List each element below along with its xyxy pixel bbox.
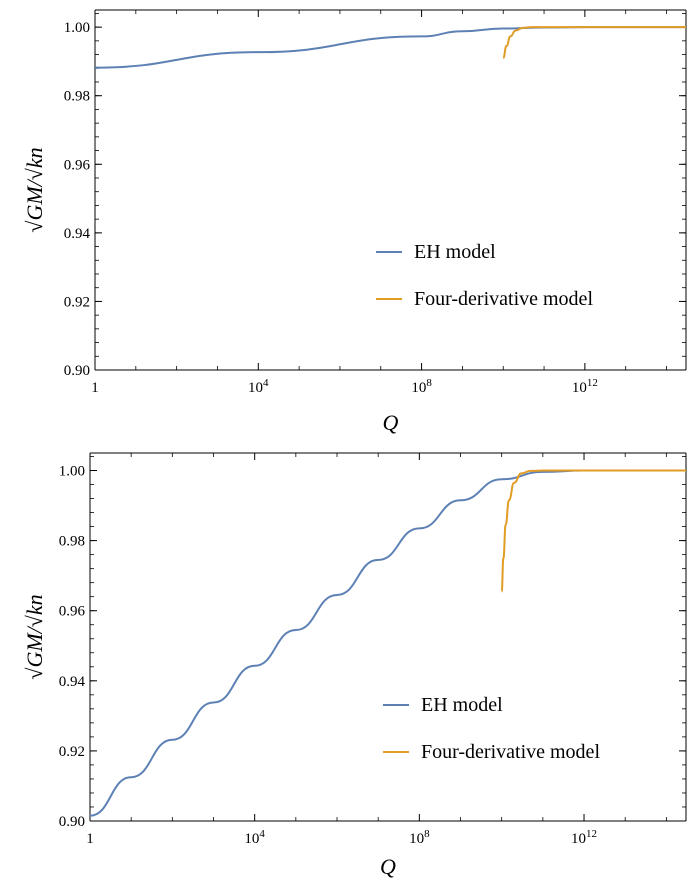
top-chart-panel: 0.90 0.92 0.94 0.96 0.98 1.00 1 104 108 1012 Q √GM/… — [22, 9, 687, 435]
x-tick-label: 104 — [248, 377, 269, 396]
y-tick-label: 0.92 — [59, 744, 85, 760]
legend-label: EH model — [414, 241, 496, 263]
x-tick-label: 1 — [86, 831, 94, 847]
y-tick-label: 0.98 — [59, 534, 85, 550]
y-tick-label: 0.90 — [59, 814, 85, 830]
x-tick-label: 1012 — [572, 377, 598, 396]
series-line-eh-model — [89, 469, 686, 817]
series-line-four-derivative-model — [502, 26, 686, 59]
x-axis-title: Q — [383, 410, 399, 435]
legend-label: Four-derivative model — [414, 288, 593, 310]
x-tick-label: 1012 — [571, 828, 597, 847]
bottom-chart-panel: 0.90 0.92 0.94 0.96 0.98 1.00 1 104 108 1012 Q √GM/… — [22, 452, 687, 879]
y-tick-label: 0.96 — [64, 157, 91, 173]
legend-label: Four-derivative model — [421, 741, 600, 763]
y-axis-title: √GM/√kn — [22, 147, 47, 232]
y-tick-label: 0.90 — [64, 363, 90, 379]
series-line-eh-model — [94, 26, 686, 69]
x-tick-label: 108 — [409, 828, 430, 847]
y-axis-title: √GM/√kn — [22, 594, 47, 679]
x-tick-label: 108 — [411, 377, 432, 396]
y-tick-label: 0.92 — [64, 294, 90, 310]
x-tick-label: 1 — [91, 380, 99, 396]
y-tick-label: 0.94 — [59, 674, 86, 690]
y-tick-label: 1.00 — [59, 464, 85, 480]
y-tick-label: 0.94 — [64, 226, 91, 242]
y-tick-label: 1.00 — [64, 20, 90, 36]
x-axis-title: Q — [380, 854, 396, 879]
y-tick-label: 0.96 — [59, 604, 86, 620]
x-tick-label: 104 — [244, 828, 265, 847]
y-tick-label: 0.98 — [64, 89, 90, 105]
legend-label: EH model — [421, 694, 503, 716]
series-line-four-derivative-model — [500, 469, 686, 593]
